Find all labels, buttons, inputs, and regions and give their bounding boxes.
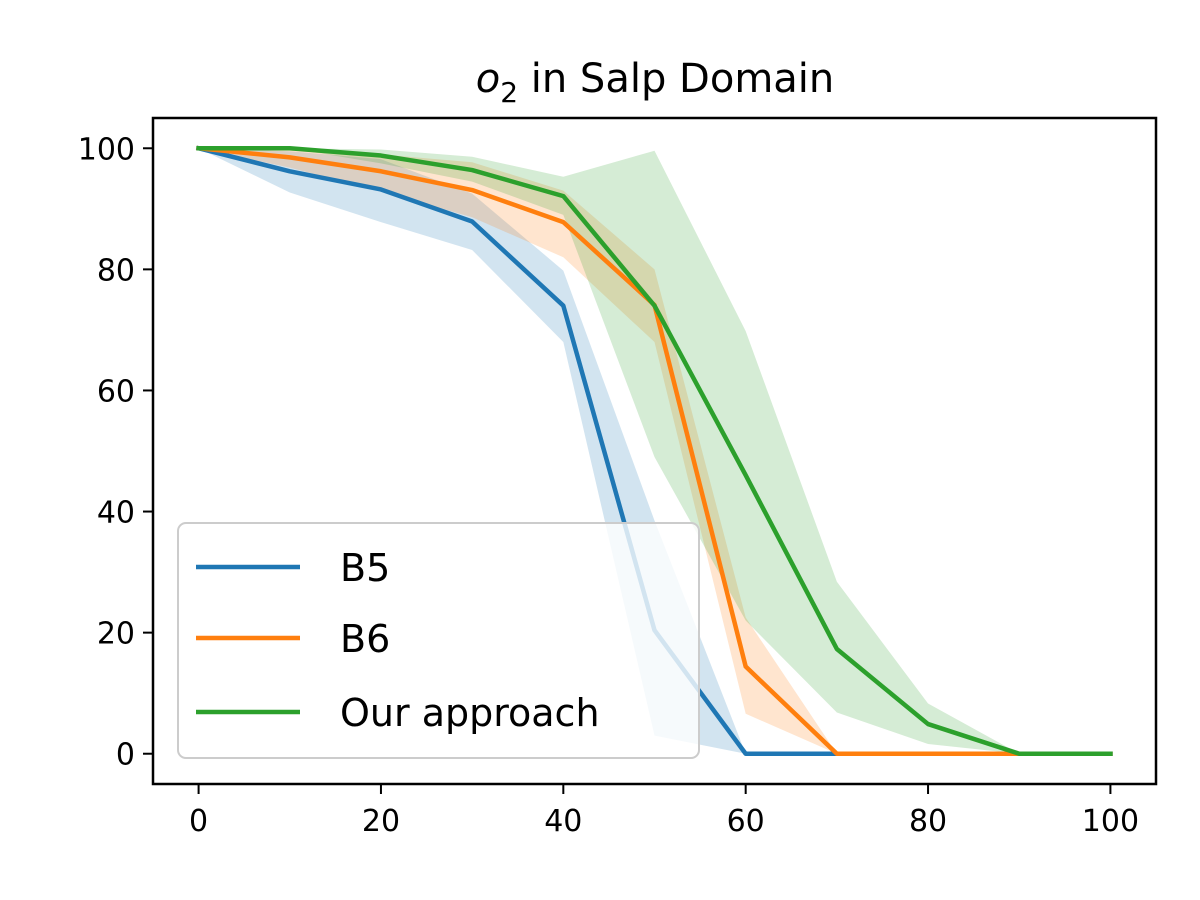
- x-axis: 0 20 40 60 80 100: [189, 784, 1139, 839]
- x-tick-label: 80: [909, 804, 947, 839]
- legend-box: [177, 522, 700, 759]
- legend-label-b6: B6: [340, 617, 390, 661]
- x-tick-label: 40: [544, 804, 582, 839]
- y-tick-label: 60: [97, 374, 135, 409]
- x-tick-label: 0: [189, 804, 208, 839]
- y-tick-label: 100: [78, 132, 135, 167]
- chart-title: o2 in Salp Domain: [476, 56, 835, 109]
- legend-label-b5: B5: [340, 546, 390, 590]
- plot-frame: [151, 116, 1158, 786]
- line-our-approach: [196, 146, 1113, 756]
- x-tick-label: 100: [1082, 804, 1139, 839]
- y-tick-label: 0: [116, 738, 135, 773]
- y-tick-label: 20: [97, 617, 135, 652]
- band-b6: [198, 148, 1111, 754]
- band-our-approach: [198, 148, 1111, 754]
- title-text: in Salp Domain: [518, 56, 834, 102]
- title-subscript: 2: [500, 76, 518, 109]
- y-tick-label: 80: [97, 253, 135, 288]
- y-tick-label: 40: [97, 496, 135, 531]
- title-variable: o: [476, 56, 500, 102]
- x-tick-label: 20: [362, 804, 400, 839]
- legend: B5 B6 Our approach: [177, 522, 700, 759]
- y-axis: 0 20 40 60 80 100: [78, 132, 153, 773]
- legend-label-our-approach: Our approach: [340, 691, 600, 735]
- x-tick-label: 60: [727, 804, 765, 839]
